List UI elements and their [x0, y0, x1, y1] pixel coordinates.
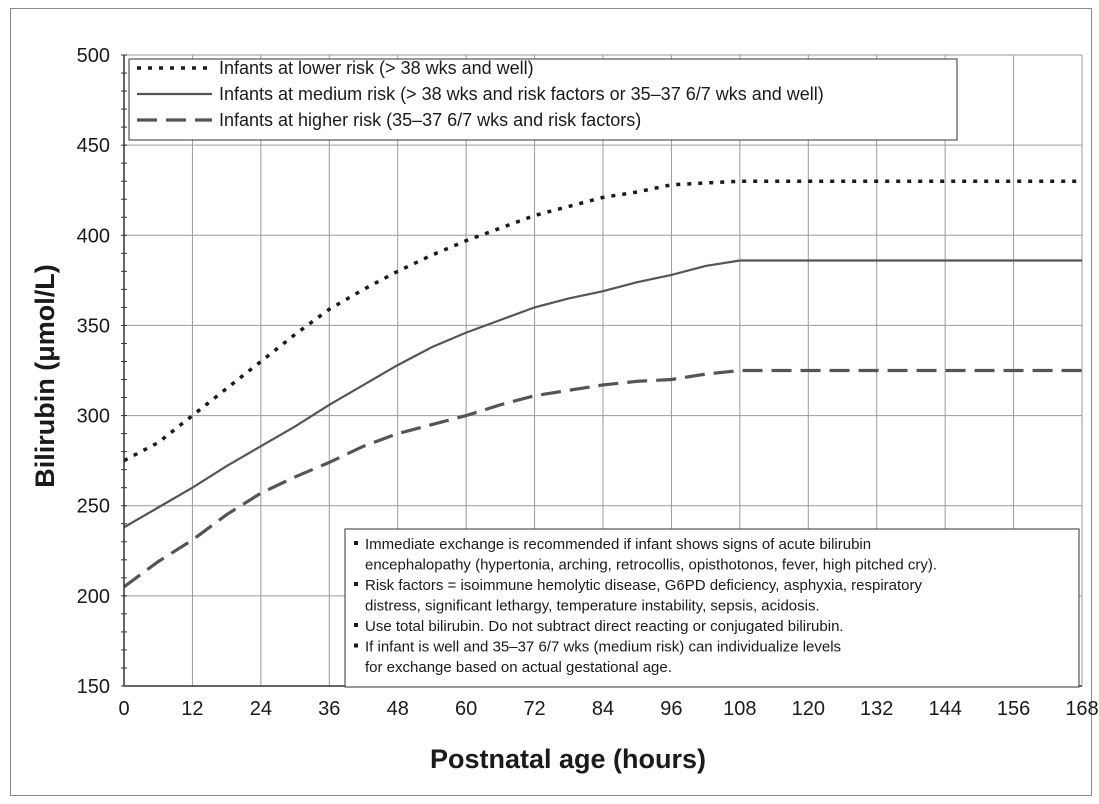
legend-box — [128, 58, 958, 141]
x-tick-label: 168 — [1065, 698, 1098, 720]
x-tick-label: 12 — [181, 698, 203, 720]
x-tick-label: 72 — [523, 698, 545, 720]
notes-box: Immediate exchange is recommended if inf… — [344, 528, 1080, 688]
note-line: encephalopathy (hypertonia, arching, ret… — [365, 557, 937, 574]
figure-frame — [10, 8, 1092, 796]
x-tick-label: 48 — [387, 698, 409, 720]
series-line-solid — [123, 259, 1082, 529]
notes-box-frame — [344, 528, 1080, 688]
y-tick-label: 250 — [77, 496, 110, 518]
y-tick-label: 150 — [77, 676, 110, 698]
y-axis-title: Bilirubin (μmol/L) — [30, 264, 60, 488]
bullet-icon — [354, 623, 358, 627]
x-tick-label: 132 — [860, 698, 893, 720]
note-line: Immediate exchange is recommended if inf… — [365, 536, 871, 553]
note-line: Use total bilirubin. Do not subtract dir… — [365, 618, 844, 635]
x-tick-label: 96 — [660, 698, 682, 720]
note-line: for exchange based on actual gestational… — [365, 659, 672, 676]
legend-label: Infants at higher risk (35–37 6/7 wks an… — [219, 110, 641, 130]
x-tick-label: 120 — [792, 698, 825, 720]
note-line: If infant is well and 35–37 6/7 wks (med… — [365, 639, 841, 656]
chart-legend: Infants at lower risk (> 38 wks and well… — [128, 58, 958, 141]
y-tick-label: 500 — [77, 45, 110, 67]
x-tick-label: 0 — [118, 698, 129, 720]
x-tick-label: 108 — [723, 698, 756, 720]
note-line: Risk factors = isoimmune hemolytic disea… — [365, 577, 923, 594]
series-line-dashed — [123, 368, 1082, 589]
legend-label: Infants at lower risk (> 38 wks and well… — [219, 58, 534, 78]
series-line-dotted — [123, 179, 1082, 463]
legend-label: Infants at medium risk (> 38 wks and ris… — [219, 84, 824, 104]
chart-ticks: 0 12 24 36 48 60 72 84 96 108 120 132 144 156 168 150 20… — [77, 45, 1099, 720]
bullet-icon — [354, 643, 358, 648]
bullet-icon — [354, 541, 358, 545]
x-tick-label: 36 — [318, 698, 340, 720]
note-line: distress, significant lethargy, temperat… — [365, 598, 820, 615]
x-tick-label: 84 — [592, 698, 614, 720]
chart-series — [123, 179, 1082, 589]
bullet-icon — [354, 582, 358, 586]
y-tick-label: 300 — [77, 406, 110, 428]
y-tick-label: 450 — [77, 135, 110, 157]
x-axis-title: Postnatal age (hours) — [430, 744, 706, 774]
x-tick-label: 156 — [997, 698, 1030, 720]
x-tick-label: 60 — [455, 698, 477, 720]
y-tick-label: 400 — [77, 225, 110, 247]
y-tick-label: 200 — [77, 586, 110, 608]
x-tick-label: 144 — [928, 698, 961, 720]
x-tick-label: 24 — [250, 698, 272, 720]
y-tick-label: 350 — [77, 315, 110, 337]
